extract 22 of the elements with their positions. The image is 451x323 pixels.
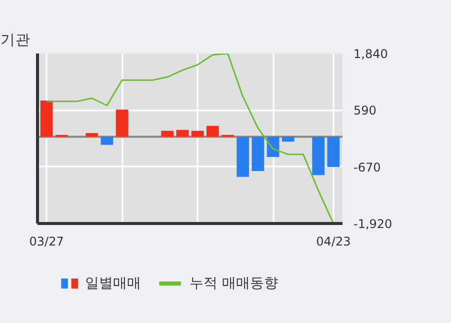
x-tick-label: 04/23 — [316, 234, 351, 248]
bar — [252, 136, 264, 172]
bar — [100, 136, 114, 145]
bar — [86, 133, 98, 137]
bar — [40, 100, 53, 137]
bar — [236, 136, 250, 177]
bar — [206, 126, 219, 137]
bar — [191, 130, 204, 137]
legend-label: 일별매매 — [84, 276, 141, 292]
bar — [161, 130, 174, 137]
x-tick-label: 03/27 — [29, 234, 64, 248]
bar — [312, 136, 325, 176]
y-tick-label: -1,920 — [354, 217, 392, 231]
bar — [327, 136, 340, 167]
bar — [176, 130, 189, 137]
bar — [116, 110, 128, 137]
chart-title: 기관 — [0, 32, 30, 48]
y-tick-label: -670 — [354, 160, 381, 174]
bar — [282, 136, 294, 142]
y-tick-label: 590 — [354, 104, 376, 118]
legend-label: 누적 매매동향 — [190, 276, 278, 292]
y-tick-label: 1,840 — [354, 47, 388, 61]
